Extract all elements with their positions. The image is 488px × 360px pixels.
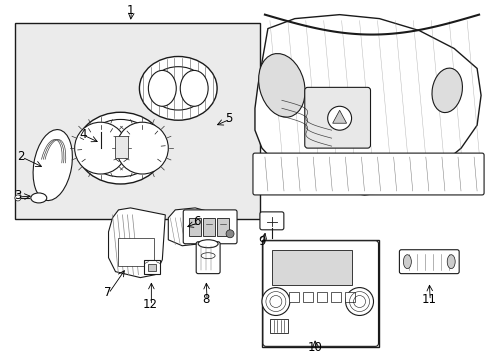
Bar (330, 292, 340, 302)
FancyBboxPatch shape (196, 242, 220, 274)
Text: 4: 4 (79, 128, 86, 141)
Bar (148, 264, 156, 271)
Bar (114, 136, 128, 158)
Circle shape (15, 195, 21, 201)
FancyBboxPatch shape (183, 210, 237, 244)
Ellipse shape (431, 68, 462, 113)
Bar (271, 250, 351, 285)
Polygon shape (168, 208, 210, 246)
Ellipse shape (77, 112, 164, 184)
Text: 10: 10 (306, 341, 322, 354)
Ellipse shape (33, 130, 72, 201)
Text: 12: 12 (142, 298, 158, 311)
FancyBboxPatch shape (399, 250, 458, 274)
Bar (15, 23, 260, 219)
Text: 6: 6 (193, 215, 201, 228)
Bar (144, 260, 160, 274)
Circle shape (75, 122, 126, 174)
Bar (118, 238, 154, 266)
Bar (302, 292, 312, 302)
Ellipse shape (403, 255, 410, 269)
Bar (344, 292, 354, 302)
Text: 8: 8 (202, 293, 209, 306)
Bar (262, 240, 379, 347)
Text: 11: 11 (421, 293, 436, 306)
Circle shape (262, 288, 289, 315)
Ellipse shape (180, 71, 208, 106)
Text: 3: 3 (14, 189, 21, 202)
Bar (316, 292, 326, 302)
Circle shape (345, 288, 373, 315)
Ellipse shape (84, 120, 156, 177)
FancyBboxPatch shape (304, 87, 370, 148)
Text: 7: 7 (103, 286, 111, 299)
Ellipse shape (198, 240, 218, 248)
Text: 1: 1 (126, 4, 134, 17)
Polygon shape (108, 208, 165, 278)
Circle shape (327, 106, 351, 130)
Ellipse shape (31, 193, 47, 203)
Bar (189, 218, 201, 236)
Circle shape (225, 230, 234, 238)
Ellipse shape (447, 255, 454, 269)
Bar (269, 319, 287, 333)
FancyBboxPatch shape (263, 241, 378, 346)
Text: 5: 5 (225, 112, 232, 125)
Polygon shape (332, 110, 346, 123)
Text: 2: 2 (17, 150, 24, 163)
Polygon shape (254, 15, 480, 195)
Ellipse shape (139, 57, 217, 120)
Ellipse shape (258, 54, 305, 117)
Circle shape (116, 122, 168, 174)
Ellipse shape (150, 67, 206, 110)
Bar (217, 218, 228, 236)
Ellipse shape (148, 71, 176, 106)
FancyBboxPatch shape (252, 153, 483, 195)
Text: 9: 9 (258, 235, 265, 248)
FancyBboxPatch shape (260, 212, 283, 230)
Bar (203, 218, 215, 236)
Bar (288, 292, 298, 302)
